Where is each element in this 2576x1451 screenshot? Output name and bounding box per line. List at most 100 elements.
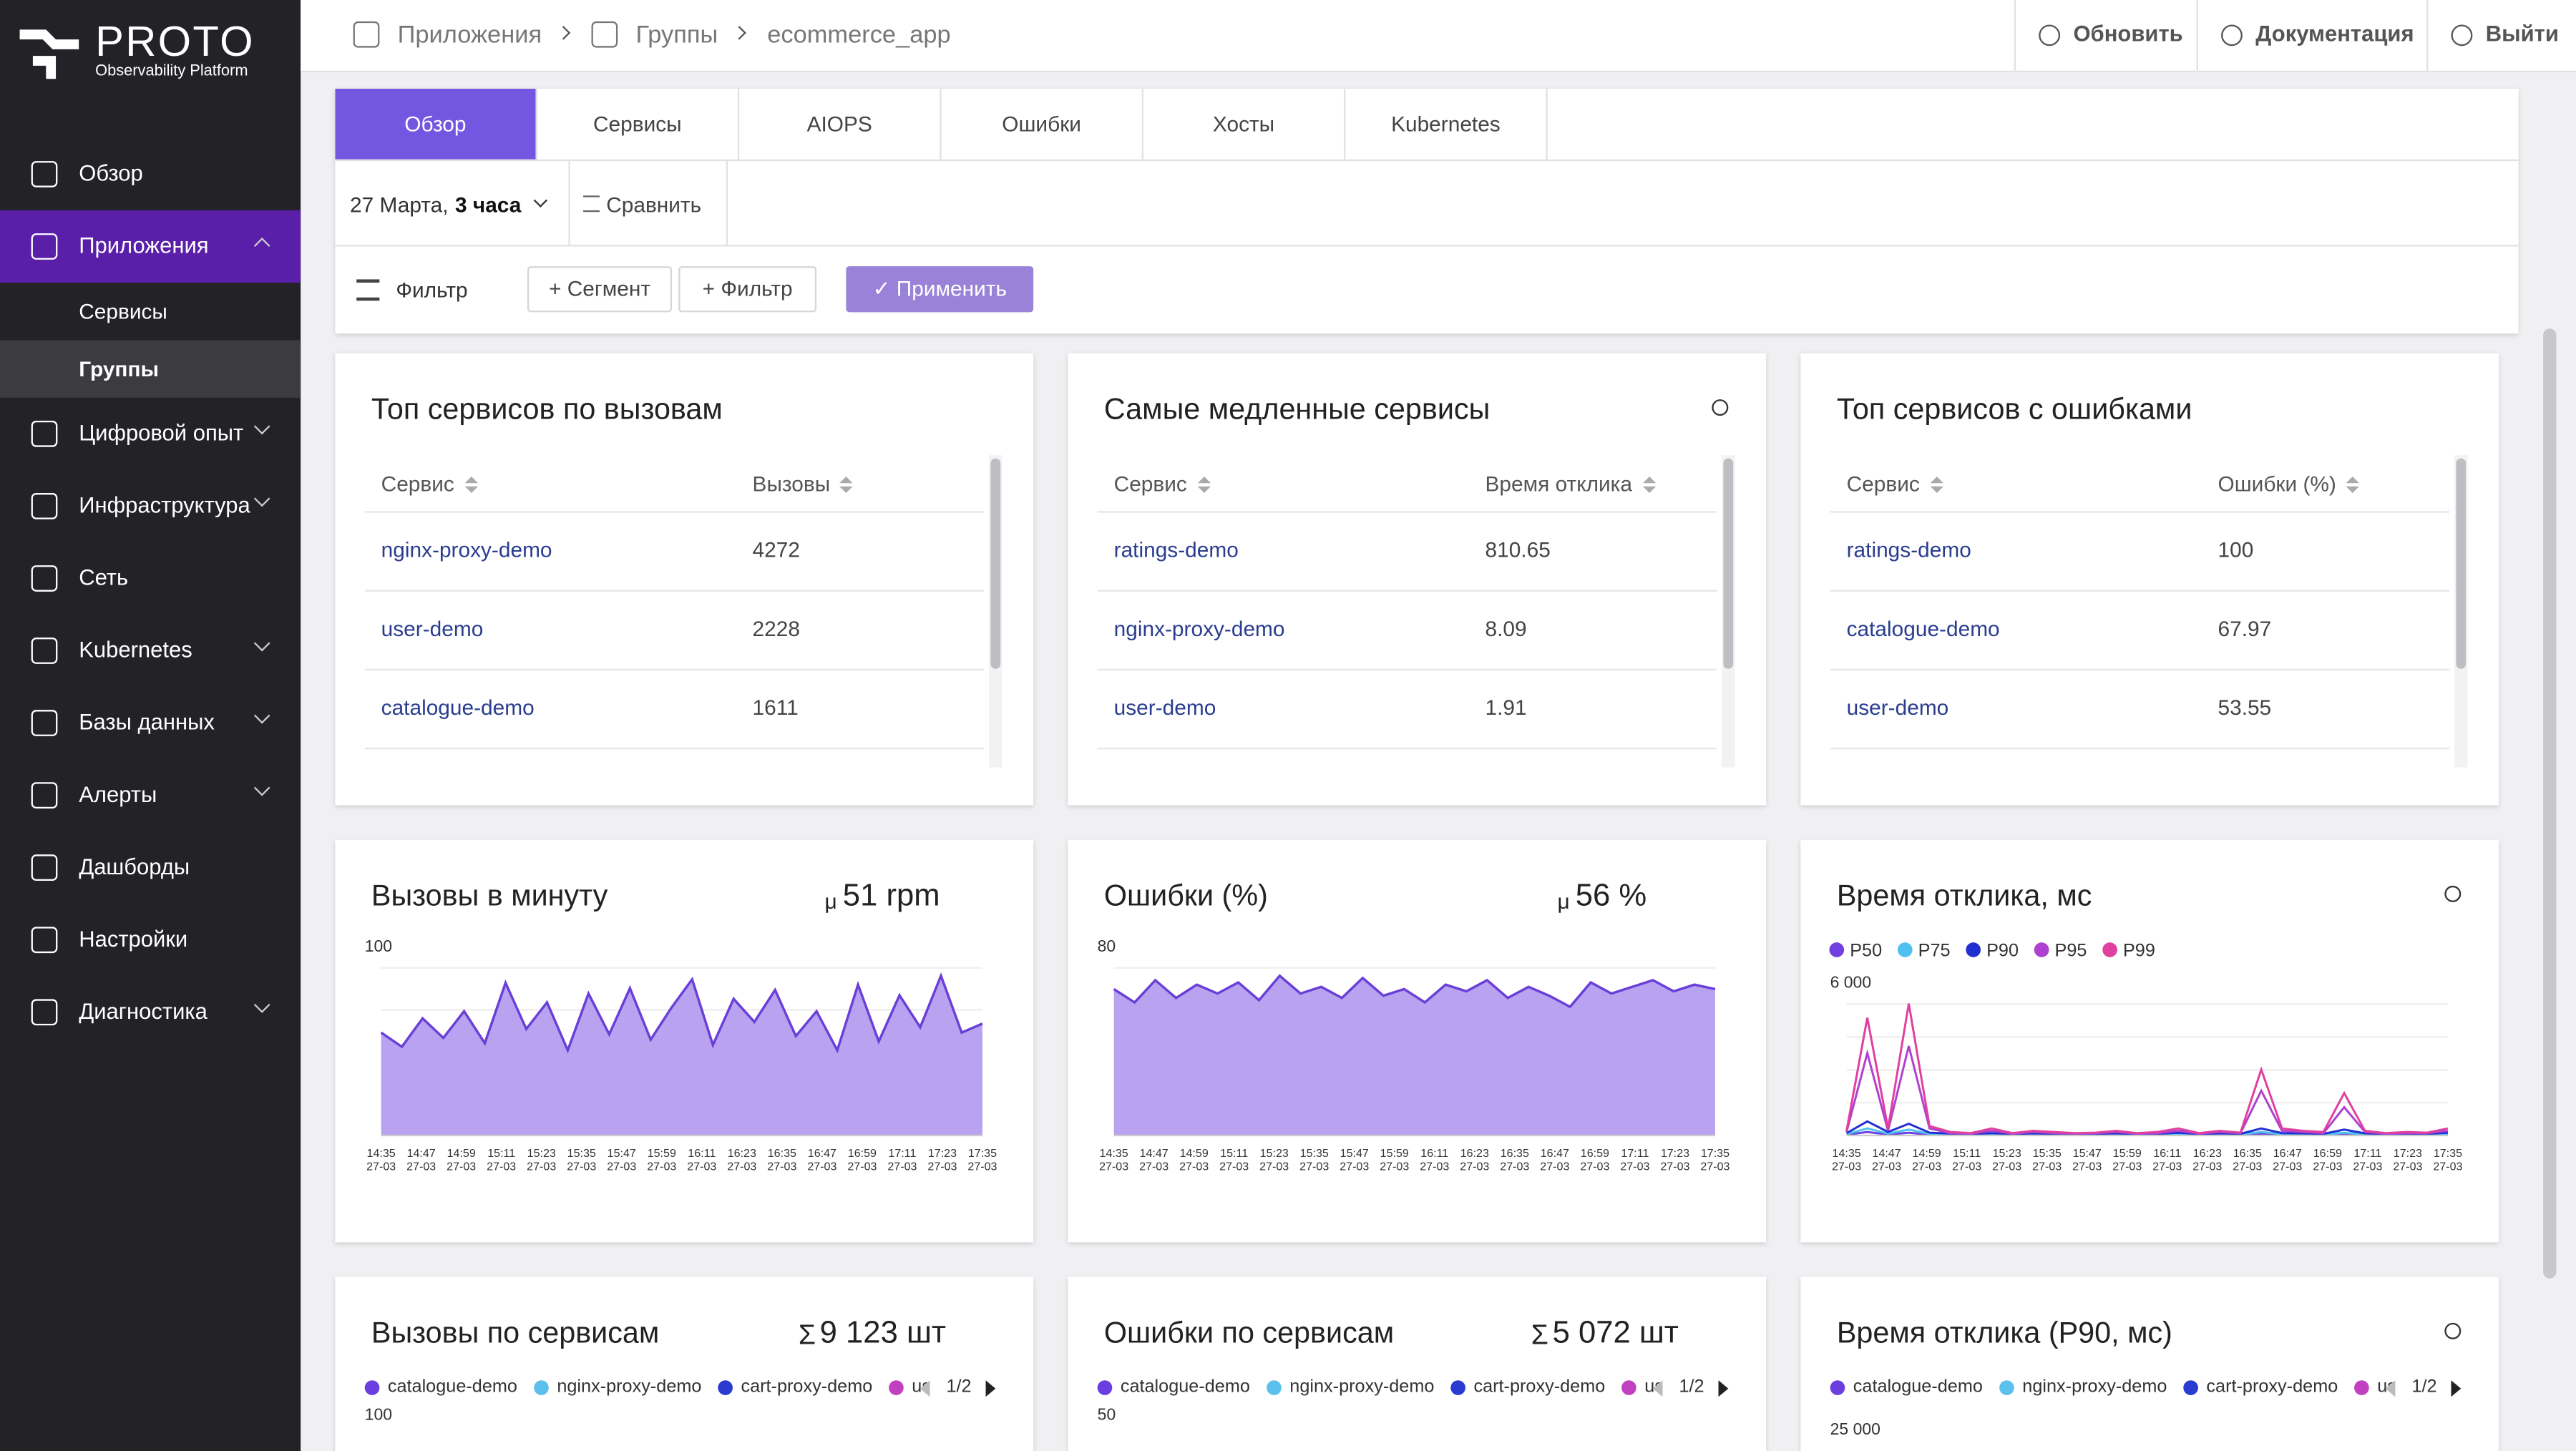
legend-label[interactable]: nginx-proxy-demo: [1289, 1377, 1435, 1397]
nav-item[interactable]: Инфраструктура: [0, 470, 301, 542]
legend-label[interactable]: cart-proxy-demo: [1473, 1377, 1606, 1397]
panel-card: Время отклика (P90, мс) catalogue-demo ngi…: [1800, 1276, 2499, 1451]
legend-label[interactable]: nginx-proxy-demo: [557, 1377, 702, 1397]
legend-label[interactable]: catalogue-demo: [387, 1377, 517, 1397]
nav-item[interactable]: Сеть: [0, 542, 301, 615]
service-link[interactable]: ratings-demo: [1113, 537, 1239, 562]
area: [381, 975, 982, 1136]
nav-subitem[interactable]: Сервисы: [0, 283, 301, 340]
tab-label: Обзор: [404, 112, 467, 137]
tab[interactable]: Обзор: [335, 89, 537, 160]
nav-item[interactable]: Kubernetes: [0, 615, 301, 687]
card-title: Время отклика (P90, мс): [1836, 1316, 2172, 1349]
nav-item[interactable]: Настройки: [0, 904, 301, 976]
legend-label[interactable]: nginx-proxy-demo: [2022, 1377, 2167, 1397]
info-icon: [1712, 399, 1729, 416]
nav-label: Приложения: [79, 233, 209, 258]
column-header[interactable]: Ошибки (%): [2218, 472, 2359, 497]
pager-next[interactable]: [985, 1380, 996, 1397]
service-link[interactable]: nginx-proxy-demo: [1113, 616, 1285, 641]
y-axis-label: 25 000: [1830, 1421, 1880, 1440]
service-link[interactable]: catalogue-demo: [1846, 616, 2000, 641]
apply-button[interactable]: ✓ Применить: [846, 266, 1034, 313]
column-header[interactable]: Сервис: [1114, 472, 1211, 497]
date-picker[interactable]: 27 Марта, 3 часа: [335, 161, 570, 245]
pager-prev[interactable]: [1652, 1380, 1663, 1397]
column-header[interactable]: Сервис: [381, 472, 479, 497]
x-tick-date: 27-03: [647, 1160, 676, 1173]
legend-label[interactable]: cart-proxy-demo: [741, 1377, 873, 1397]
service-link[interactable]: ratings-demo: [1846, 537, 1971, 562]
legend-label: P99: [2123, 941, 2155, 961]
nav-sublabel: Группы: [79, 356, 159, 381]
nav-label: Kubernetes: [79, 637, 192, 663]
nav-item[interactable]: Обзор: [0, 138, 301, 210]
topbar-action[interactable]: Выйти: [2426, 0, 2576, 71]
pager: 1/2: [946, 1377, 972, 1397]
action-label: Документация: [2255, 21, 2414, 47]
nav-item[interactable]: Приложения: [0, 210, 301, 283]
column-header[interactable]: Вызовы: [753, 472, 853, 497]
breadcrumb[interactable]: ecommerce_app: [767, 21, 951, 49]
nav-item[interactable]: Алерты: [0, 759, 301, 831]
service-link[interactable]: user-demo: [381, 616, 484, 641]
x-tick-date: 27-03: [2273, 1160, 2302, 1173]
nav-item[interactable]: Дашборды: [0, 831, 301, 904]
legend-label[interactable]: catalogue-demo: [1120, 1377, 1250, 1397]
segment-button[interactable]: + Сегмент: [527, 266, 673, 313]
tab[interactable]: Сервисы: [537, 89, 740, 160]
sort-icon: [1642, 486, 1657, 499]
icon: [353, 21, 380, 48]
pager-prev[interactable]: [2385, 1380, 2396, 1397]
service-link[interactable]: user-demo: [1113, 695, 1216, 720]
row-divider: [1830, 590, 2450, 592]
sort-icon: [2346, 470, 2359, 484]
action-label: Выйти: [2485, 21, 2559, 47]
x-tick-label: 16:35: [768, 1147, 796, 1160]
legend-label[interactable]: catalogue-demo: [1853, 1377, 1983, 1397]
nav-item[interactable]: Диагностика: [0, 976, 301, 1048]
breadcrumb[interactable]: Группы: [635, 21, 718, 49]
x-tick-label: 14:35: [1833, 1147, 1861, 1160]
filter-button[interactable]: + Фильтр: [678, 266, 817, 313]
x-tick-label: 15:59: [648, 1147, 676, 1160]
tab[interactable]: Ошибки: [942, 89, 1143, 160]
service-link[interactable]: nginx-proxy-demo: [381, 537, 552, 562]
service-link[interactable]: user-demo: [1846, 695, 1949, 720]
row-divider: [364, 668, 985, 671]
icon: [31, 710, 58, 736]
area: [1113, 975, 1715, 1136]
compare[interactable]: Сравнить: [570, 161, 728, 245]
summary-symbol: μ: [1557, 889, 1570, 914]
column-header[interactable]: Сервис: [1847, 472, 1944, 497]
tab[interactable]: Хосты: [1143, 89, 1346, 160]
nav-chevron: [253, 997, 270, 1013]
row-divider: [1830, 748, 2450, 750]
tab[interactable]: AIOPS: [739, 89, 942, 160]
x-tick-label: 15:47: [2073, 1147, 2102, 1160]
topbar-action[interactable]: Обновить: [2014, 0, 2198, 71]
x-tick-label: 15:47: [608, 1147, 636, 1160]
compare-label: Сравнить: [606, 192, 702, 218]
nav-item[interactable]: Цифровой опыт: [0, 398, 301, 470]
x-tick-date: 27-03: [1219, 1160, 1249, 1173]
topbar-action[interactable]: Документация: [2196, 0, 2429, 71]
icon: [31, 854, 58, 881]
column-header[interactable]: Время отклика: [1485, 472, 1657, 497]
x-tick-date: 27-03: [2032, 1160, 2062, 1173]
nav-item[interactable]: Базы данных: [0, 687, 301, 759]
pager-next[interactable]: [2451, 1380, 2462, 1397]
pager-next[interactable]: [1718, 1380, 1729, 1397]
legend-label: P90: [1986, 941, 2019, 961]
cell: 810.65: [1485, 537, 1551, 562]
card-title: Топ сервисов по вызовам: [371, 392, 723, 426]
service-link[interactable]: catalogue-demo: [381, 695, 535, 720]
tab[interactable]: Kubernetes: [1345, 89, 1548, 160]
breadcrumb[interactable]: Приложения: [397, 21, 542, 49]
nav-chevron: [253, 779, 270, 796]
legend-label[interactable]: cart-proxy-demo: [2206, 1377, 2338, 1397]
legend-swatch: [534, 1380, 549, 1395]
x-tick-date: 27-03: [366, 1160, 396, 1173]
pager-prev[interactable]: [919, 1380, 930, 1397]
nav-subitem[interactable]: Группы: [0, 340, 301, 398]
